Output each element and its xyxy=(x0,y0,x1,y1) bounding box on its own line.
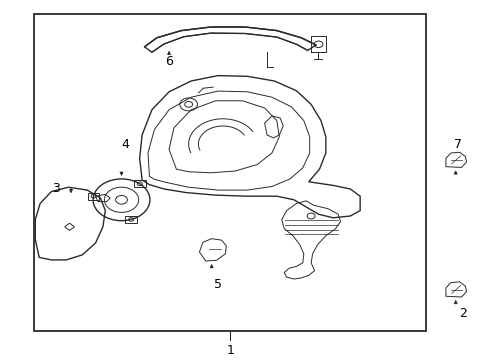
Text: 4: 4 xyxy=(121,138,129,150)
Text: 3: 3 xyxy=(52,183,60,195)
Text: 2: 2 xyxy=(459,307,467,320)
Text: 6: 6 xyxy=(165,55,173,68)
Text: 5: 5 xyxy=(214,278,222,291)
Text: 7: 7 xyxy=(454,138,462,150)
Text: 1: 1 xyxy=(226,345,234,357)
Bar xyxy=(34,14,426,331)
